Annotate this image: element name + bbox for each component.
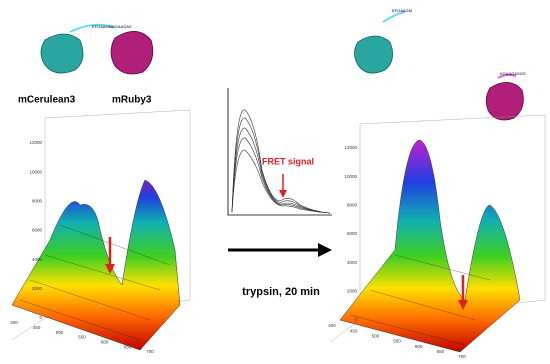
z-tick-label: 4000 bbox=[32, 257, 43, 262]
spectra-inset bbox=[227, 88, 332, 216]
z-tick-label: 8000 bbox=[347, 203, 358, 208]
z-tick-label: 12000 bbox=[29, 140, 42, 145]
x-tick-label: 550 bbox=[78, 335, 86, 340]
z-tick-label: 6000 bbox=[32, 228, 43, 233]
x-tick-label: 450 bbox=[350, 328, 358, 333]
x-tick-label: 600 bbox=[101, 340, 109, 345]
treatment-label: trypsin, 20 min bbox=[242, 286, 320, 298]
z-tick-label: 8000 bbox=[32, 199, 43, 204]
linker-label: KGAAGASGG bbox=[500, 71, 526, 76]
linker-label: EFGAAGMKGAAGAS bbox=[92, 24, 132, 29]
donor-label: mCerulean3 bbox=[18, 95, 76, 106]
fret-label: FRET signal bbox=[262, 156, 314, 166]
process-arrow bbox=[228, 243, 332, 257]
z-tick-label: 6000 bbox=[347, 231, 358, 236]
z-tick-label: 10000 bbox=[344, 174, 357, 179]
z-tick-label: 4000 bbox=[347, 260, 358, 265]
x-tick-label: 550 bbox=[393, 339, 401, 344]
z-tick-label: 2000 bbox=[32, 286, 43, 291]
surface-plot-right bbox=[329, 114, 546, 353]
x-tick-label: 400 bbox=[10, 320, 18, 325]
x-tick-label: 700 bbox=[458, 354, 466, 359]
x-tick-label: 650 bbox=[124, 344, 132, 349]
z-tick-label: 12000 bbox=[344, 145, 357, 150]
x-tick-label: 500 bbox=[56, 330, 64, 335]
protein-structures bbox=[40, 11, 524, 121]
linker-label: EFGAAGM bbox=[392, 8, 412, 13]
z-tick-label: 0 bbox=[39, 315, 42, 320]
x-tick-label: 700 bbox=[146, 349, 154, 354]
z-tick-label: 2000 bbox=[347, 289, 358, 294]
surface-plot-left bbox=[11, 109, 191, 351]
x-tick-label: 400 bbox=[328, 323, 336, 328]
x-tick-label: 600 bbox=[415, 344, 423, 349]
x-tick-label: 650 bbox=[437, 349, 445, 354]
z-tick-label: 0 bbox=[354, 317, 357, 322]
acceptor-label: mRuby3 bbox=[112, 95, 152, 106]
x-tick-label: 450 bbox=[33, 325, 41, 330]
z-tick-label: 10000 bbox=[29, 169, 42, 174]
x-tick-label: 500 bbox=[372, 334, 380, 339]
